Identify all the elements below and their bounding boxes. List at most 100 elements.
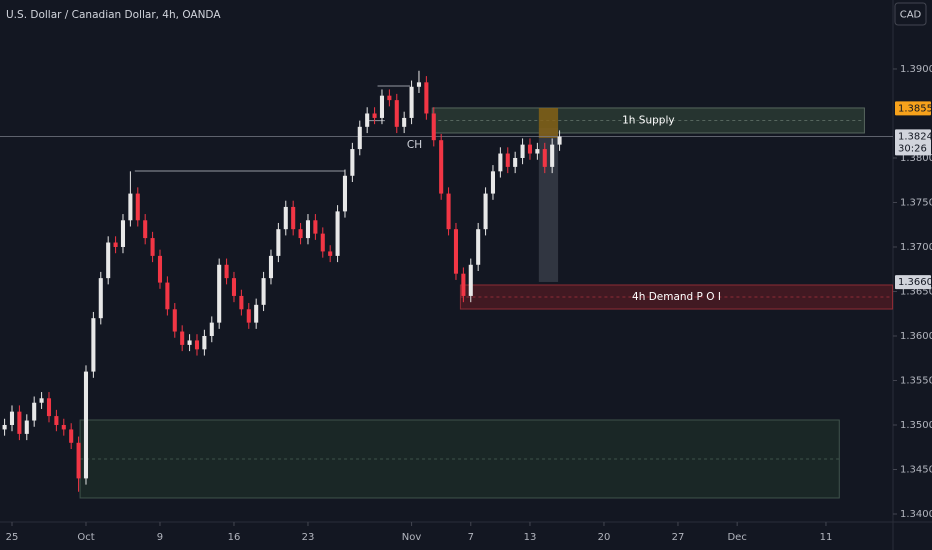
- candle-body: [387, 95, 392, 101]
- countdown: 30:26: [898, 143, 927, 154]
- x-tick-label: Dec: [727, 532, 746, 543]
- candle-body: [194, 340, 200, 350]
- candle-body: [106, 242, 111, 279]
- candle-body: [268, 255, 274, 279]
- candle-body: [535, 149, 540, 154]
- range-box: [538, 127, 559, 282]
- y-tick-label: 1.34000: [900, 509, 932, 520]
- candle-body: [187, 340, 192, 345]
- last-price-tag: [895, 129, 931, 156]
- demand-price-tag: [895, 275, 931, 290]
- candle-body: [2, 424, 7, 430]
- candle-body: [439, 140, 444, 194]
- x-tick-label: 11: [820, 532, 833, 543]
- x-tick-label: 20: [598, 532, 611, 543]
- candle-body: [61, 424, 66, 430]
- candle-body: [224, 264, 229, 279]
- candle-body: [527, 144, 533, 154]
- candle-body: [335, 211, 340, 256]
- candle-body: [453, 229, 459, 274]
- y-tick-label: 1.39000: [900, 64, 932, 75]
- candle-body: [498, 153, 503, 172]
- candle-body: [83, 371, 89, 479]
- candle-body: [394, 100, 399, 127]
- x-tick-label: 9: [157, 532, 163, 543]
- zone-label: 1h Supply: [622, 114, 674, 126]
- candle-body: [39, 398, 44, 403]
- zone-label: 4h Demand P O I: [632, 291, 721, 303]
- candle-body: [379, 95, 385, 118]
- candle-body: [320, 233, 325, 252]
- candle-body: [217, 264, 222, 323]
- candle-body: [291, 206, 296, 230]
- candle-body: [76, 442, 81, 479]
- candle-body: [357, 126, 362, 150]
- candle-body: [468, 264, 473, 296]
- y-tick-label: 1.35500: [900, 375, 932, 386]
- candle-body: [91, 318, 96, 372]
- candle-body: [172, 309, 177, 332]
- y-tick-label: 1.35000: [900, 420, 932, 431]
- candle-body: [113, 242, 118, 247]
- candle-body: [24, 420, 29, 434]
- candle-body: [350, 149, 355, 176]
- candle-body: [342, 175, 348, 212]
- candle-body: [231, 278, 237, 296]
- candle-body: [446, 193, 451, 230]
- candle-body: [424, 82, 429, 114]
- currency-button[interactable]: [894, 2, 927, 26]
- candle-body: [180, 331, 185, 345]
- candle-body: [46, 398, 52, 417]
- chart-title: U.S. Dollar / Canadian Dollar, 4h, OANDA: [6, 9, 221, 21]
- candle-body: [476, 229, 481, 265]
- candle-body: [483, 193, 488, 230]
- candle-body: [143, 220, 148, 239]
- annotation: CH: [407, 139, 422, 151]
- candle-body: [165, 282, 170, 310]
- candle-body: [54, 416, 59, 425]
- x-tick-label: 13: [524, 532, 537, 543]
- candle-body: [276, 229, 281, 256]
- candle-body: [416, 82, 422, 87]
- candle-body: [98, 278, 103, 319]
- candle-body: [120, 220, 126, 247]
- x-tick-label: 23: [302, 532, 315, 543]
- x-tick-label: Nov: [402, 532, 422, 543]
- candle-body: [490, 171, 496, 194]
- candle-body: [305, 220, 311, 239]
- y-tick-label: 1.34500: [900, 464, 932, 475]
- candle-body: [246, 309, 251, 323]
- y-tick-label: 1.38000: [900, 153, 932, 164]
- y-tick-label: 1.37000: [900, 242, 932, 253]
- candle-body: [239, 295, 244, 310]
- x-tick-label: 25: [6, 532, 19, 543]
- candle-body: [150, 238, 155, 256]
- candle-body: [17, 411, 22, 434]
- supply-price-tag: [895, 101, 931, 116]
- candle-body: [32, 402, 37, 421]
- candle-body: [513, 157, 518, 167]
- candle-body: [128, 193, 133, 221]
- x-tick-label: Oct: [77, 532, 94, 543]
- candle-body: [409, 86, 414, 118]
- candle-body: [202, 335, 207, 350]
- candle-body: [69, 429, 74, 443]
- candle-body: [283, 206, 288, 230]
- candle-body: [254, 304, 259, 323]
- candle-body: [209, 322, 214, 336]
- candle-body: [557, 136, 562, 145]
- candle-body: [520, 144, 525, 158]
- candle-body: [550, 144, 555, 167]
- candle-body: [9, 411, 15, 425]
- supply-price-label: 1.38557: [898, 103, 932, 114]
- candle-body: [328, 251, 333, 256]
- x-tick-label: 16: [228, 532, 241, 543]
- candle-body: [431, 113, 436, 141]
- x-tick-label: 27: [672, 532, 685, 543]
- y-tick-label: 1.36500: [900, 286, 932, 297]
- y-tick-label: 1.37500: [900, 197, 932, 208]
- candle-body: [298, 229, 303, 239]
- candle-body: [261, 278, 266, 305]
